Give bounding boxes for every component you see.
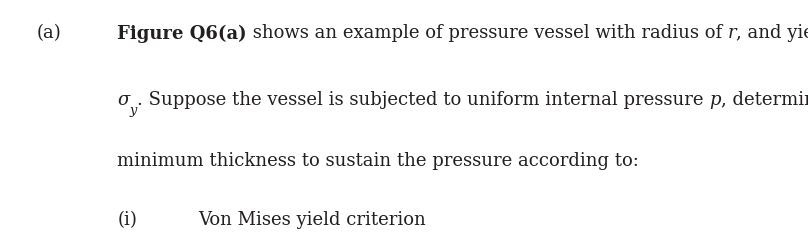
- Text: minimum thickness to sustain the pressure according to:: minimum thickness to sustain the pressur…: [117, 152, 639, 170]
- Text: Figure Q6(a): Figure Q6(a): [117, 24, 246, 43]
- Text: Von Mises yield criterion: Von Mises yield criterion: [198, 211, 426, 229]
- Text: , determine the: , determine the: [721, 91, 808, 109]
- Text: (i): (i): [117, 211, 137, 229]
- Text: σ: σ: [117, 91, 129, 109]
- Text: y: y: [129, 104, 137, 117]
- Text: shows an example of pressure vessel with radius of: shows an example of pressure vessel with…: [246, 24, 728, 42]
- Text: p: p: [709, 91, 721, 109]
- Text: (a): (a): [36, 24, 61, 42]
- Text: , and yield stress: , and yield stress: [736, 24, 808, 42]
- Text: . Suppose the vessel is subjected to uniform internal pressure: . Suppose the vessel is subjected to uni…: [137, 91, 709, 109]
- Text: r: r: [728, 24, 736, 42]
